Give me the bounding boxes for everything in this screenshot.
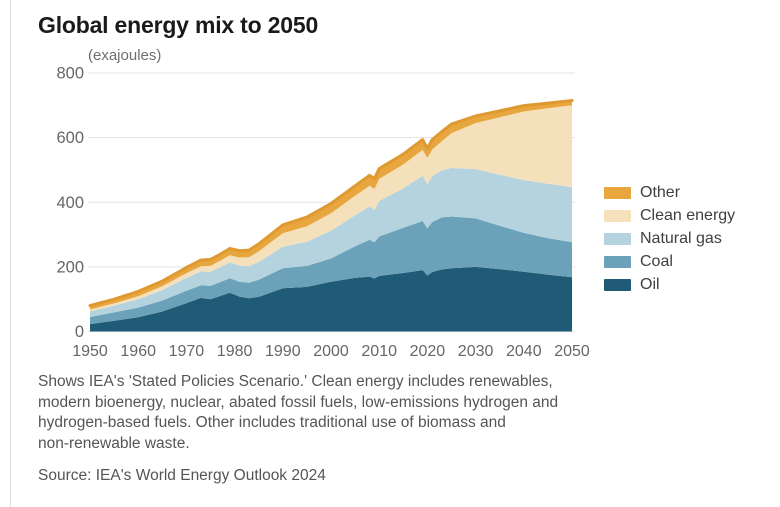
x-tick-label: 2040 <box>506 343 542 360</box>
x-tick-label: 1980 <box>217 343 253 360</box>
legend-swatch <box>604 255 631 268</box>
legend-item-natural-gas: Natural gas <box>604 227 735 250</box>
y-tick-label: 600 <box>56 129 84 147</box>
x-tick-label: 1950 <box>72 343 108 360</box>
other-top-line <box>88 99 574 308</box>
legend-label: Clean energy <box>640 206 736 224</box>
y-tick-label: 200 <box>56 258 84 276</box>
y-tick-label: 0 <box>75 323 84 341</box>
x-tick-label: 2020 <box>410 343 446 360</box>
legend-label: Oil <box>640 275 660 293</box>
chart-caption: Shows IEA's 'Stated Policies Scenario.' … <box>38 372 638 454</box>
x-tick-label: 2050 <box>554 343 590 360</box>
chart-units-label: (exajoules) <box>88 47 162 64</box>
chart-title: Global energy mix to 2050 <box>38 12 319 38</box>
x-tick-label: 1960 <box>120 343 156 360</box>
legend-label: Coal <box>640 252 673 270</box>
legend-swatch <box>604 209 631 222</box>
chart-source: Source: IEA's World Energy Outlook 2024 <box>38 467 326 484</box>
chart-legend: Other Clean energy Natural gas Coal Oil <box>604 181 735 296</box>
x-tick-label: 2010 <box>361 343 397 360</box>
energy-mix-chart: 0 200 400 600 800 1950 1960 1970 1980 1990 2000 201… <box>56 65 590 361</box>
x-tick-label: 1970 <box>169 343 205 360</box>
caption-line: non-renewable waste. <box>38 434 190 452</box>
area-oil <box>90 266 572 332</box>
area-natural-gas <box>90 168 572 317</box>
caption-line: Shows IEA's 'Stated Policies Scenario.' … <box>38 373 553 390</box>
left-divider <box>10 0 11 507</box>
area-coal <box>90 216 572 325</box>
x-tick-label: 2030 <box>458 343 494 360</box>
legend-label: Other <box>640 183 681 201</box>
x-tick-label: 1990 <box>265 343 301 360</box>
caption-line: modern bioenergy, nuclear, abated fossil… <box>38 393 559 411</box>
legend-swatch <box>604 278 631 291</box>
legend-item-clean-energy: Clean energy <box>604 204 735 227</box>
legend-item-coal: Coal <box>604 250 735 273</box>
y-tick-label: 400 <box>56 194 84 212</box>
legend-label: Natural gas <box>640 229 722 247</box>
legend-item-other: Other <box>604 181 735 204</box>
area-clean-energy <box>90 105 572 312</box>
legend-swatch <box>604 186 631 199</box>
caption-line: hydrogen-based fuels. Other includes tra… <box>38 414 506 431</box>
legend-item-oil: Oil <box>604 273 735 296</box>
legend-swatch <box>604 232 631 245</box>
y-tick-label: 800 <box>56 65 84 83</box>
x-tick-label: 2000 <box>313 343 349 360</box>
